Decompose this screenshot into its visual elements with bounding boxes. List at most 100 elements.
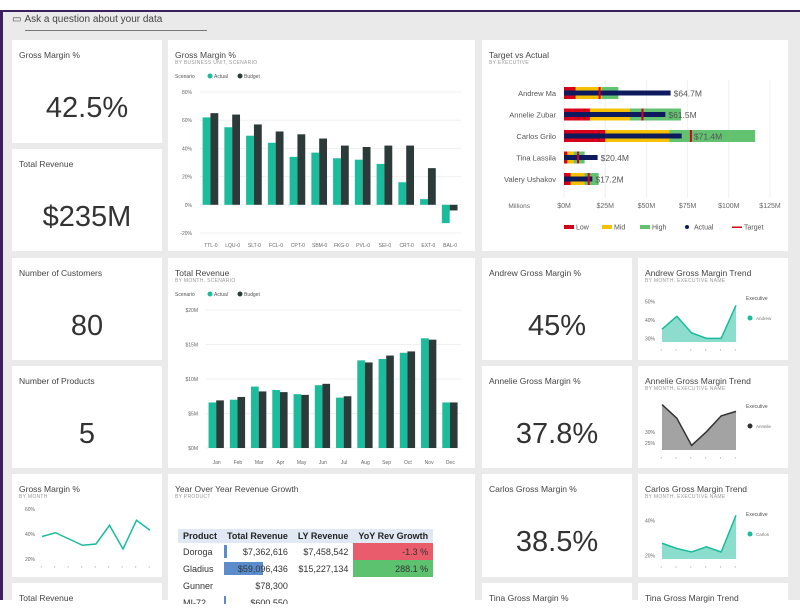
bar-budget xyxy=(210,113,219,205)
x-tick-label: SEI-0 xyxy=(379,243,392,249)
y-tick-label: $20M xyxy=(185,308,198,314)
tile-subtitle: BY PRODUCT xyxy=(175,494,211,500)
bar-budget xyxy=(216,400,224,448)
table-row[interactable]: Doroga $7,362,616 $7,458,542 -1.3 % xyxy=(178,543,434,560)
bar-actual xyxy=(441,204,450,224)
bar-actual xyxy=(246,135,254,205)
qa-box[interactable]: ▭ Ask a question about your data xyxy=(12,14,162,25)
tile-carlos-gm-kpi[interactable]: Carlos Gross Margin % 38.5% xyxy=(482,474,632,577)
series-line xyxy=(661,403,737,447)
tile-gross-margin-chart[interactable]: Gross Margin % BY BUSINESS UNIT, SCENARI… xyxy=(168,40,475,251)
data-bar xyxy=(224,596,227,604)
y-tick-label: -20% xyxy=(180,231,192,237)
x-tick-label: • xyxy=(689,347,694,352)
tile-customers-kpi[interactable]: Number of Customers 80 xyxy=(12,258,162,360)
legend-marker xyxy=(237,73,243,79)
legend-label: Annelie xyxy=(756,424,772,429)
qa-underline xyxy=(25,30,207,31)
x-tick-label: • xyxy=(704,347,709,352)
bar-budget xyxy=(384,145,393,205)
tile-subtitle: BY BUSINESS UNIT, SCENARIO xyxy=(175,60,258,66)
col-header[interactable]: Total Revenue xyxy=(222,529,293,543)
col-header[interactable]: LY Revenue xyxy=(292,529,354,543)
table-row[interactable]: Gladius $59,096,436 $15,227,134 288.1 % xyxy=(178,560,434,577)
cell-value: $59,096,436 xyxy=(237,563,288,574)
legend-marker xyxy=(564,225,574,229)
x-tick-label: • xyxy=(80,564,85,569)
target-marker xyxy=(587,173,590,185)
cell-product: Gunner xyxy=(183,580,214,591)
y-tick-label: 80% xyxy=(182,90,193,96)
bar-actual xyxy=(421,338,429,448)
category-label: Valery Ushakov xyxy=(504,175,556,184)
tile-title: Total Revenue xyxy=(175,268,230,278)
tile-gross-margin-kpi[interactable]: Gross Margin % 42.5% xyxy=(12,40,162,143)
col-header[interactable]: Product xyxy=(178,529,223,543)
legend-title: Scenario xyxy=(175,74,195,80)
x-tick-label: Aug xyxy=(361,460,370,466)
x-tick-label: • xyxy=(674,347,679,352)
tile-andrew-gm-kpi[interactable]: Andrew Gross Margin % 45% xyxy=(482,258,632,360)
table-row[interactable]: Gunner $78,300 xyxy=(178,577,433,594)
x-tick-label: LQU-0 xyxy=(225,243,240,249)
y-tick-label: 60% xyxy=(182,118,193,124)
tile-yoy-growth[interactable]: Year Over Year Revenue Growth BY PRODUCT… xyxy=(168,474,475,604)
bar-budget xyxy=(340,145,349,205)
bar-budget xyxy=(364,362,373,448)
legend-label: Andrew xyxy=(756,316,772,321)
x-tick-label: • xyxy=(718,347,723,352)
tile-tina-trend[interactable]: Tina Gross Margin Trend xyxy=(638,583,788,613)
bar-actual xyxy=(224,127,233,205)
table-row[interactable]: MI-72 $600,550 xyxy=(178,594,433,604)
kpi-value: 38.5% xyxy=(515,526,599,558)
bar-budget xyxy=(322,383,331,448)
tile-carlos-trend[interactable]: Carlos Gross Margin Trend BY MONTH, EXEC… xyxy=(638,474,788,577)
bar-actual xyxy=(202,117,211,205)
x-tick-label: • xyxy=(659,455,664,460)
bar-actual xyxy=(311,152,320,205)
x-tick-label: CPT-0 xyxy=(291,243,305,249)
y-tick-label: 30% xyxy=(645,336,656,342)
tile-total-revenue-kpi[interactable]: Total Revenue $235M xyxy=(12,149,162,251)
bar-actual xyxy=(398,182,407,205)
kpi-value: 42.5% xyxy=(45,92,129,124)
x-tick-label: • xyxy=(107,564,112,569)
legend-marker xyxy=(685,225,689,229)
tile-title: Number of Products xyxy=(19,376,95,386)
bar-actual xyxy=(357,360,365,448)
tile-target-vs-actual[interactable]: Target vs Actual BY EXECUTIVE $0M $25M $50… xyxy=(482,40,788,251)
tile-subtitle: BY MONTH, EXECUTIVE NAME xyxy=(645,278,726,284)
tile-tina-gm-kpi[interactable]: Tina Gross Margin % xyxy=(482,583,632,613)
legend-marker xyxy=(602,225,612,229)
tile-annelie-trend[interactable]: Annelie Gross Margin Trend BY MONTH, EXE… xyxy=(638,366,788,468)
tile-total-revenue-chart[interactable]: Total Revenue BY MONTH, SCENARIO Scenari… xyxy=(168,258,475,468)
series-line xyxy=(661,514,737,553)
tile-title: Gross Margin % xyxy=(175,50,236,60)
tile-annelie-gm-kpi[interactable]: Annelie Gross Margin % 37.8% xyxy=(482,366,632,468)
legend-marker xyxy=(207,291,213,297)
tile-title: Gross Margin % xyxy=(19,484,80,494)
y-tick-label: 40% xyxy=(182,146,193,152)
bar-budget xyxy=(232,114,241,205)
tile-andrew-trend[interactable]: Andrew Gross Margin Trend BY MONTH, EXEC… xyxy=(638,258,788,360)
bar-budget xyxy=(406,145,415,205)
legend-label: Actual xyxy=(214,74,228,80)
tile-subtitle: BY MONTH xyxy=(19,494,48,500)
tile-subtitle: BY MONTH, EXECUTIVE NAME xyxy=(645,386,726,392)
tile-title: Tina Gross Margin % xyxy=(489,593,569,603)
data-bar xyxy=(224,562,263,575)
tile-title: Gross Margin % xyxy=(19,50,80,60)
gross-margin-line-chart: 60%40%20%• • • • • • • • • xyxy=(25,507,152,569)
legend-title: Scenario xyxy=(175,292,195,298)
y-tick-label: 20% xyxy=(645,554,656,560)
x-tick-label: PVL-0 xyxy=(356,243,370,249)
tile-total-revenue-2[interactable]: Total Revenue xyxy=(12,583,162,613)
category-label: Tina Lassila xyxy=(516,154,557,163)
tile-gross-margin-line[interactable]: Gross Margin % BY MONTH 60% 40% 20% • • • • • • •… xyxy=(12,474,162,577)
tile-products-kpi[interactable]: Number of Products 5 xyxy=(12,366,162,468)
x-tick-label: • xyxy=(93,564,98,569)
col-header[interactable]: YoY Rev Growth xyxy=(353,529,434,543)
tile-title: Andrew Gross Margin % xyxy=(489,268,582,278)
category-label: Annelie Zubar xyxy=(509,111,556,120)
area-fill xyxy=(662,515,736,559)
